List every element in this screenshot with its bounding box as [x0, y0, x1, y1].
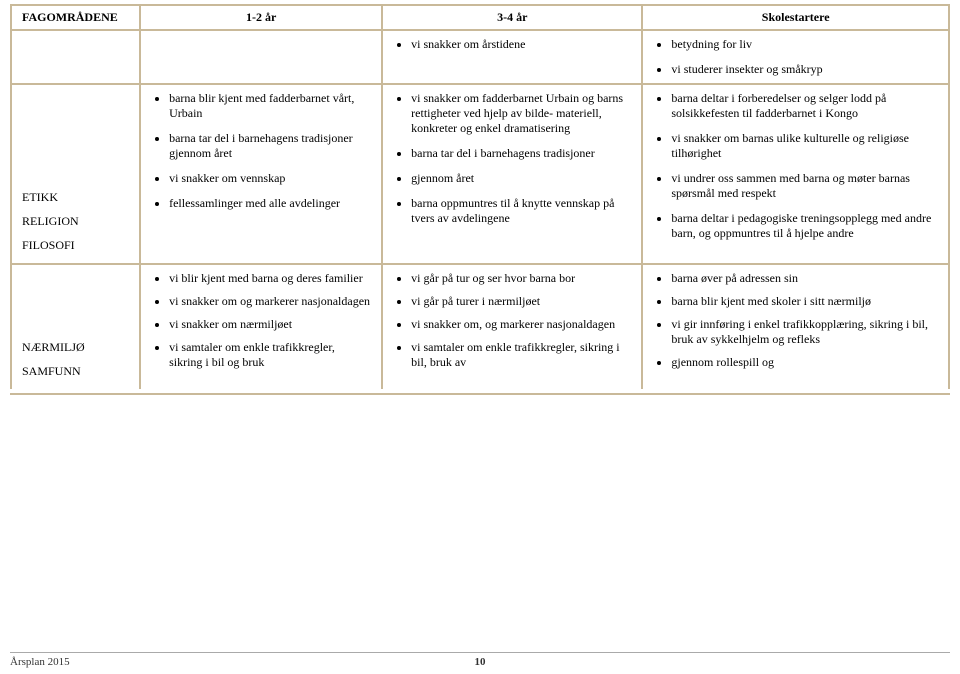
table-header-row: FAGOMRÅDENE 1-2 år 3-4 år Skolestartere [11, 5, 949, 30]
cell-naermiljo-col1: vi blir kjent med barna og deres familie… [140, 264, 382, 389]
row-label-etikk: ETIKK RELIGION FILOSOFI [11, 84, 140, 264]
cell-etikk-col1: barna blir kjent med fadderbarnet vårt, … [140, 84, 382, 264]
list-item: barna deltar i pedagogiske treningsopple… [671, 211, 938, 241]
table-row-top-continuation: vi snakker om årstidene betydning for li… [11, 30, 949, 84]
cell-naermiljo-col2: vi går på tur og ser hvor barna bor vi g… [382, 264, 642, 389]
list-item: barna deltar i forberedelser og selger l… [671, 91, 938, 121]
list-item: vi gir innføring i enkel trafikkopplærin… [671, 317, 938, 347]
list-item: vi snakker om årstidene [411, 37, 631, 52]
table-row-naermiljo: NÆRMILJØ SAMFUNN vi blir kjent med barna… [11, 264, 949, 389]
header-col-3-4-ar: 3-4 år [382, 5, 642, 30]
list-item: vi samtaler om enkle trafikkregler, sikr… [169, 340, 371, 370]
list-item: vi undrer oss sammen med barna og møter … [671, 171, 938, 201]
list-item: vi snakker om vennskap [169, 171, 371, 186]
footer-page-number: 10 [475, 656, 486, 668]
list-item: vi snakker om barnas ulike kulturelle og… [671, 131, 938, 161]
page-footer: Årsplan 2015 10 [10, 652, 950, 668]
label-line: SAMFUNN [22, 359, 129, 383]
list-item: betydning for liv [671, 37, 938, 52]
list-item: vi blir kjent med barna og deres familie… [169, 271, 371, 286]
label-line: RELIGION [22, 209, 129, 233]
list-item: vi snakker om, og markerer nasjonaldagen [411, 317, 631, 332]
list-item: barna øver på adressen sin [671, 271, 938, 286]
list-item: vi snakker om og markerer nasjonaldagen [169, 294, 371, 309]
list-item: barna tar del i barnehagens tradisjoner [411, 146, 631, 161]
list-item: barna blir kjent med skoler i sitt nærmi… [671, 294, 938, 309]
footer-title: Årsplan 2015 [10, 656, 70, 668]
list-item: vi samtaler om enkle trafikkregler, sikr… [411, 340, 631, 370]
cell-empty [11, 30, 140, 84]
row-label-naermiljo: NÆRMILJØ SAMFUNN [11, 264, 140, 389]
label-line: ETIKK [22, 185, 129, 209]
list-item: vi snakker om fadderbarnet Urbain og bar… [411, 91, 631, 136]
list-item: gjennom året [411, 171, 631, 186]
list-item: barna oppmuntres til å knytte vennskap p… [411, 196, 631, 226]
cell-empty [140, 30, 382, 84]
list-item: vi går på tur og ser hvor barna bor [411, 271, 631, 286]
cell-etikk-col3: barna deltar i forberedelser og selger l… [642, 84, 949, 264]
header-col-1-2-ar: 1-2 år [140, 5, 382, 30]
table-row-etikk: ETIKK RELIGION FILOSOFI barna blir kjent… [11, 84, 949, 264]
label-line: FILOSOFI [22, 233, 129, 257]
list-item: fellessamlinger med alle avdelinger [169, 196, 371, 211]
curriculum-table: FAGOMRÅDENE 1-2 år 3-4 år Skolestartere … [10, 4, 950, 389]
header-col-fagomradene: FAGOMRÅDENE [11, 5, 140, 30]
list-item: vi studerer insekter og småkryp [671, 62, 938, 77]
bottom-table-rule [10, 393, 950, 395]
list-item: barna blir kjent med fadderbarnet vårt, … [169, 91, 371, 121]
list-item: gjennom rollespill og [671, 355, 938, 370]
header-col-skolestartere: Skolestartere [642, 5, 949, 30]
cell-top-col2: vi snakker om årstidene [382, 30, 642, 84]
list-item: vi går på turer i nærmiljøet [411, 294, 631, 309]
list-item: barna tar del i barnehagens tradisjoner … [169, 131, 371, 161]
label-line: NÆRMILJØ [22, 335, 129, 359]
cell-top-col3: betydning for liv vi studerer insekter o… [642, 30, 949, 84]
list-item: vi snakker om nærmiljøet [169, 317, 371, 332]
cell-etikk-col2: vi snakker om fadderbarnet Urbain og bar… [382, 84, 642, 264]
cell-naermiljo-col3: barna øver på adressen sin barna blir kj… [642, 264, 949, 389]
